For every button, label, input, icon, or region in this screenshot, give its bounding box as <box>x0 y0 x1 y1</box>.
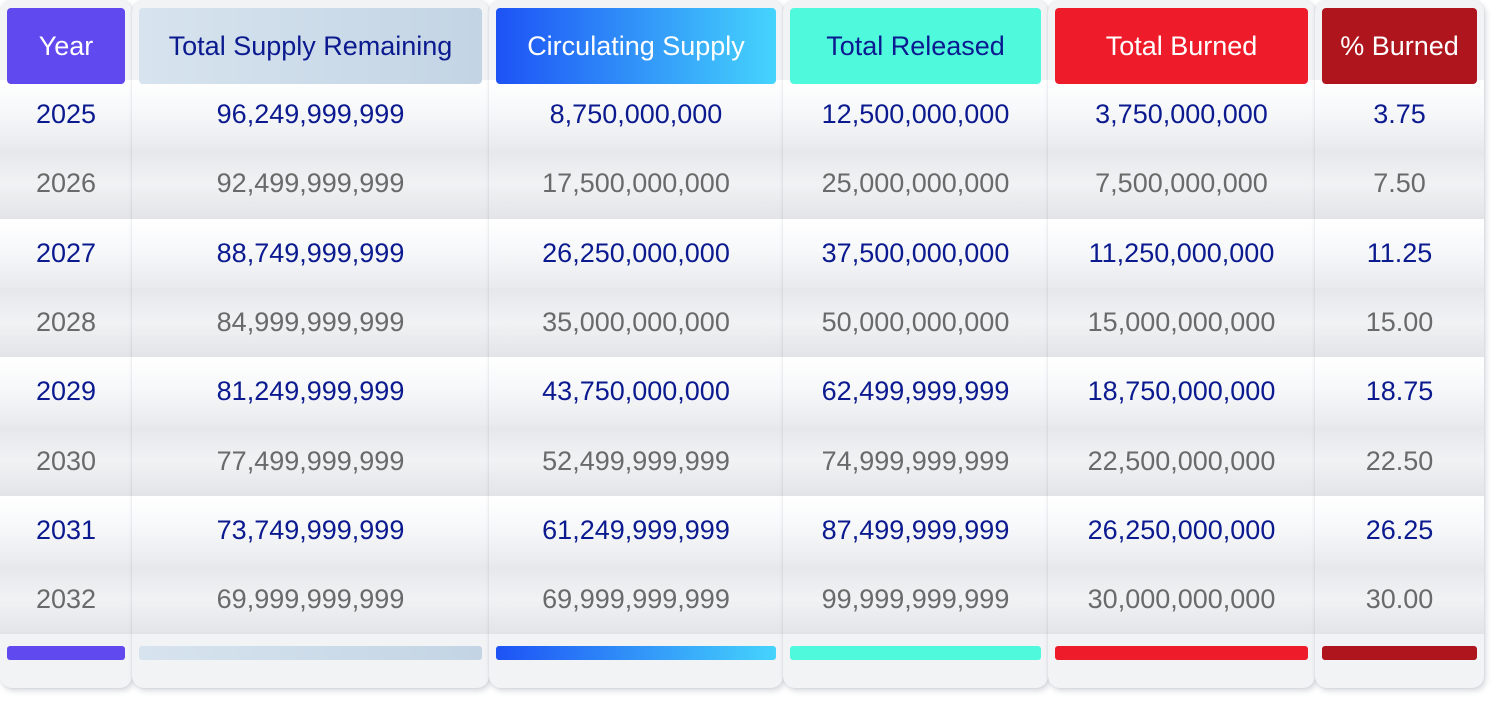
table-cell: 15,000,000,000 <box>1048 287 1315 358</box>
table-cell: 2032 <box>0 565 132 635</box>
column-header: Circulating Supply <box>496 8 776 84</box>
column-total-released: 12,500,000,000 25,000,000,000 37,500,000,0… <box>783 0 1048 688</box>
column-cells: 12,500,000,000 25,000,000,000 37,500,000,0… <box>783 80 1048 635</box>
table-cell: 2029 <box>0 357 132 427</box>
table-cell: 30.00 <box>1315 565 1484 635</box>
table-cell: 50,000,000,000 <box>783 287 1048 358</box>
table-cell: 92,499,999,999 <box>132 149 489 219</box>
column-cells: 8,750,000,000 17,500,000,000 26,250,000,00… <box>489 80 783 635</box>
table-cell: 2026 <box>0 149 132 219</box>
column-footer-bar <box>496 646 776 660</box>
table-cell: 73,749,999,999 <box>132 495 489 566</box>
table-cell: 15.00 <box>1315 287 1484 358</box>
table-cell: 77,499,999,999 <box>132 426 489 496</box>
table-cell: 3.75 <box>1315 80 1484 150</box>
table-cell: 2025 <box>0 80 132 150</box>
column-cells: 3,750,000,000 7,500,000,000 11,250,000,000… <box>1048 80 1315 635</box>
column-footer-bar <box>1322 646 1477 660</box>
table-cell: 26.25 <box>1315 495 1484 566</box>
table-cell: 52,499,999,999 <box>489 426 783 496</box>
column-total-burned: 3,750,000,000 7,500,000,000 11,250,000,000… <box>1048 0 1315 688</box>
table-cell: 26,250,000,000 <box>1048 495 1315 566</box>
column-circulating-supply: 8,750,000,000 17,500,000,000 26,250,000,00… <box>489 0 783 688</box>
table-cell: 12,500,000,000 <box>783 80 1048 150</box>
column-footer-bar <box>1055 646 1308 660</box>
table-cell: 18,750,000,000 <box>1048 357 1315 427</box>
table-cell: 88,749,999,999 <box>132 218 489 288</box>
table-cell: 2027 <box>0 218 132 288</box>
table-cell: 87,499,999,999 <box>783 495 1048 566</box>
column-cells: 2025 2026 2027 2028 2029 2030 2031 2032 <box>0 80 132 635</box>
table-cell: 37,500,000,000 <box>783 218 1048 288</box>
column-header: % Burned <box>1322 8 1477 84</box>
column-footer-bar <box>790 646 1041 660</box>
table-cell: 11.25 <box>1315 218 1484 288</box>
table-cell: 61,249,999,999 <box>489 495 783 566</box>
column-cells: 3.75 7.50 11.25 15.00 18.75 22.50 26.25 30.00 <box>1315 80 1484 635</box>
column-footer-bar <box>7 646 125 660</box>
table-cell: 35,000,000,000 <box>489 287 783 358</box>
table-cell: 7,500,000,000 <box>1048 149 1315 219</box>
table-cell: 18.75 <box>1315 357 1484 427</box>
table-cell: 8,750,000,000 <box>489 80 783 150</box>
column-header: Year <box>7 8 125 84</box>
table-cell: 11,250,000,000 <box>1048 218 1315 288</box>
table-cell: 84,999,999,999 <box>132 287 489 358</box>
column-percent-burned: 3.75 7.50 11.25 15.00 18.75 22.50 26.25 30.00% … <box>1315 0 1484 688</box>
table-cell: 25,000,000,000 <box>783 149 1048 219</box>
column-cells: 96,249,999,999 92,499,999,999 88,749,999,9… <box>132 80 489 635</box>
table-cell: 22.50 <box>1315 426 1484 496</box>
table-cell: 17,500,000,000 <box>489 149 783 219</box>
table-cell: 3,750,000,000 <box>1048 80 1315 150</box>
table-cell: 96,249,999,999 <box>132 80 489 150</box>
column-year: 2025 2026 2027 2028 2029 2030 2031 2032 Year <box>0 0 132 688</box>
table-cell: 7.50 <box>1315 149 1484 219</box>
table-cell: 81,249,999,999 <box>132 357 489 427</box>
table-cell: 69,999,999,999 <box>132 565 489 635</box>
table-cell: 30,000,000,000 <box>1048 565 1315 635</box>
table-cell: 2028 <box>0 287 132 358</box>
table-cell: 99,999,999,999 <box>783 565 1048 635</box>
table-cell: 62,499,999,999 <box>783 357 1048 427</box>
table-cell: 26,250,000,000 <box>489 218 783 288</box>
table-cell: 69,999,999,999 <box>489 565 783 635</box>
column-total-supply-remaining: 96,249,999,999 92,499,999,999 88,749,999,9… <box>132 0 489 688</box>
column-header: Total Released <box>790 8 1041 84</box>
column-header: Total Burned <box>1055 8 1308 84</box>
table-cell: 2030 <box>0 426 132 496</box>
table-cell: 22,500,000,000 <box>1048 426 1315 496</box>
table-cell: 43,750,000,000 <box>489 357 783 427</box>
column-header: Total Supply Remaining <box>139 8 482 84</box>
column-footer-bar <box>139 646 482 660</box>
table-cell: 74,999,999,999 <box>783 426 1048 496</box>
table-cell: 2031 <box>0 495 132 566</box>
